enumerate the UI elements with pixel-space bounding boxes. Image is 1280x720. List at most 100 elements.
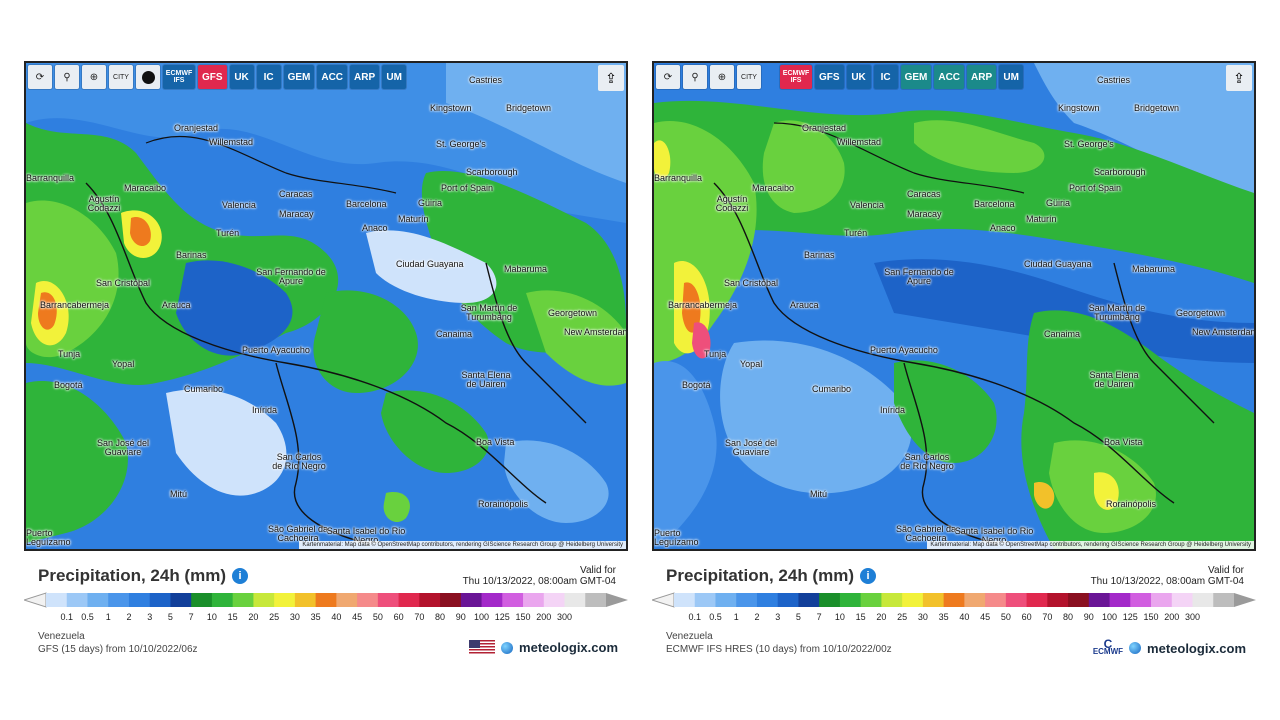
valid-label: Valid for <box>580 565 616 576</box>
city-label: Valencia <box>222 200 256 210</box>
legend-arrow-high <box>1234 593 1256 607</box>
legend-ticks: 0.1 0.5 1 2 3 5 7 10 15 20 25 30 35 40 45 50 60 70 80 90 100… <box>24 612 628 624</box>
model-acc-button[interactable]: ACC <box>934 65 965 89</box>
legend-tick-label: 30 <box>289 612 300 622</box>
city-label: Scarborough <box>1094 167 1146 177</box>
city-label: San Martín de Turumbang <box>460 303 518 322</box>
city-label: Georgetown <box>1176 308 1226 318</box>
model-ecmwf-button[interactable]: ECMWF IFS <box>163 65 195 89</box>
model-run-label: ECMWF IFS HRES (10 days) from 10/10/2022… <box>666 644 892 655</box>
city-label: Tunja <box>704 349 727 359</box>
city-label: Oranjestad <box>174 123 219 133</box>
model-gfs-button[interactable]: GFS <box>815 65 844 89</box>
legend-tick-label: 60 <box>1021 612 1032 622</box>
legend-tick-label: 45 <box>352 612 363 622</box>
legend-tick-label: 15 <box>227 612 238 622</box>
legend-tick-label: 125 <box>1122 612 1138 622</box>
city-label: Bogotá <box>682 380 711 390</box>
ecmwf-panel: ⟳ ⚲ ⊕ CITY ECMWF IFS GFS UK IC GEM ACC A… <box>652 0 1256 720</box>
legend-tick-label: 60 <box>393 612 404 622</box>
model-gem-button[interactable]: GEM <box>900 65 932 89</box>
model-um-button[interactable]: UM <box>382 65 407 89</box>
city-label: Güiria <box>1046 198 1071 208</box>
location-button[interactable]: ⚲ <box>683 65 707 89</box>
legend-swatch <box>798 593 820 607</box>
model-gem-button[interactable]: GEM <box>283 65 315 89</box>
city-label: Agustín Codazzi <box>87 194 121 213</box>
city-label: Barcelona <box>974 199 1015 209</box>
brand-name: meteologix.com <box>519 640 618 655</box>
model-arp-button[interactable]: ARP <box>350 65 380 89</box>
zoom-button[interactable]: ⊕ <box>710 65 734 89</box>
model-gfs-button[interactable]: GFS <box>198 65 227 89</box>
legend-tick-label: 0.5 <box>81 612 94 622</box>
refresh-button[interactable]: ⟳ <box>656 65 680 89</box>
meteologix-globe-icon <box>1129 642 1142 654</box>
dot-button[interactable] <box>136 65 160 89</box>
city-labels-button[interactable]: CITY <box>737 65 761 89</box>
legend-swatch <box>294 593 317 607</box>
model-um-button[interactable]: UM <box>999 65 1024 89</box>
legend-swatch <box>839 593 862 607</box>
legend-tick-label: 2 <box>754 612 760 622</box>
ecmwf-logo-text: ECMWF <box>1092 647 1124 656</box>
legend-tick-label: 150 <box>1143 612 1159 622</box>
share-button[interactable]: ⇪ <box>1226 65 1252 91</box>
city-label: Boa Vista <box>476 437 515 447</box>
legend-tick-label: 70 <box>1042 612 1053 622</box>
legend-tick-label: 10 <box>206 612 217 622</box>
model-ecmwf-button[interactable]: ECMWF IFS <box>780 65 812 89</box>
legend-tick-label: 50 <box>372 612 383 622</box>
city-label: Güiria <box>418 198 443 208</box>
city-label: Boa Vista <box>1104 437 1143 447</box>
valid-time-value: Thu 10/13/2022, 08:00am GMT-04 <box>1090 576 1244 587</box>
model-uk-button[interactable]: UK <box>846 65 871 89</box>
legend-tick-label: 40 <box>959 612 970 622</box>
legend-swatch <box>694 593 716 607</box>
location-button[interactable]: ⚲ <box>55 65 79 89</box>
city-labels-button[interactable]: CITY <box>109 65 133 89</box>
legend-tick-label: 7 <box>188 612 194 622</box>
legend-swatch <box>46 593 68 607</box>
model-ic-button[interactable]: IC <box>873 65 898 89</box>
model-uk-button[interactable]: UK <box>229 65 254 89</box>
legend-swatch <box>943 593 965 607</box>
brand-area: meteologix.com <box>469 640 618 655</box>
legend-tick-label: 90 <box>455 612 466 622</box>
city-label: Bogotá <box>54 380 83 390</box>
city-label: Mitú <box>810 489 828 499</box>
city-label: Port of Spain <box>1069 183 1122 193</box>
city-label: Cumaribo <box>184 384 224 394</box>
model-ic-button[interactable]: IC <box>256 65 281 89</box>
legend-swatch <box>481 593 503 607</box>
legend-tick-label: 125 <box>494 612 510 622</box>
city-label: Puerto Ayacucho <box>242 345 310 355</box>
legend-tick-label: 200 <box>1164 612 1180 622</box>
refresh-button[interactable]: ⟳ <box>28 65 52 89</box>
share-button[interactable]: ⇪ <box>598 65 624 91</box>
city-label: Mitú <box>170 489 188 499</box>
city-label: Castries <box>469 75 503 85</box>
info-icon[interactable]: i <box>859 568 876 584</box>
legend-swatch <box>922 593 945 607</box>
legend-swatch <box>756 593 779 607</box>
city-label: New Amsterdam <box>1192 327 1256 337</box>
city-label: Kingstown <box>430 103 472 113</box>
model-arp-button[interactable]: ARP <box>967 65 997 89</box>
precipitation-map[interactable]: ⟳ ⚲ ⊕ CITY ECMWF IFS GFS UK IC GEM ACC A… <box>652 61 1256 551</box>
model-info: Venezuela GFS (15 days) from 10/10/2022/… <box>38 630 198 656</box>
ecmwf-logo-icon: C <box>1103 637 1113 651</box>
legend-tick-label: 5 <box>795 612 801 622</box>
city-label: Arauca <box>162 300 191 310</box>
zoom-button[interactable]: ⊕ <box>82 65 106 89</box>
legend-tick-label: 35 <box>310 612 321 622</box>
legend-ticks: 0.1 0.5 1 2 3 5 7 10 15 20 25 30 35 40 45 50 60 70 80 90 100… <box>652 612 1256 624</box>
city-label: San Cristóbal <box>724 278 779 288</box>
city-label: San José del Guaviare <box>724 438 778 457</box>
city-label: Anaco <box>990 223 1016 233</box>
legend-tick-label: 30 <box>917 612 928 622</box>
info-icon[interactable]: i <box>231 568 248 584</box>
model-acc-button[interactable]: ACC <box>317 65 348 89</box>
precipitation-map[interactable]: ⟳ ⚲ ⊕ CITY ECMWF IFS GFS UK IC GEM ACC A… <box>24 61 628 551</box>
legend-tick-label: 7 <box>816 612 822 622</box>
